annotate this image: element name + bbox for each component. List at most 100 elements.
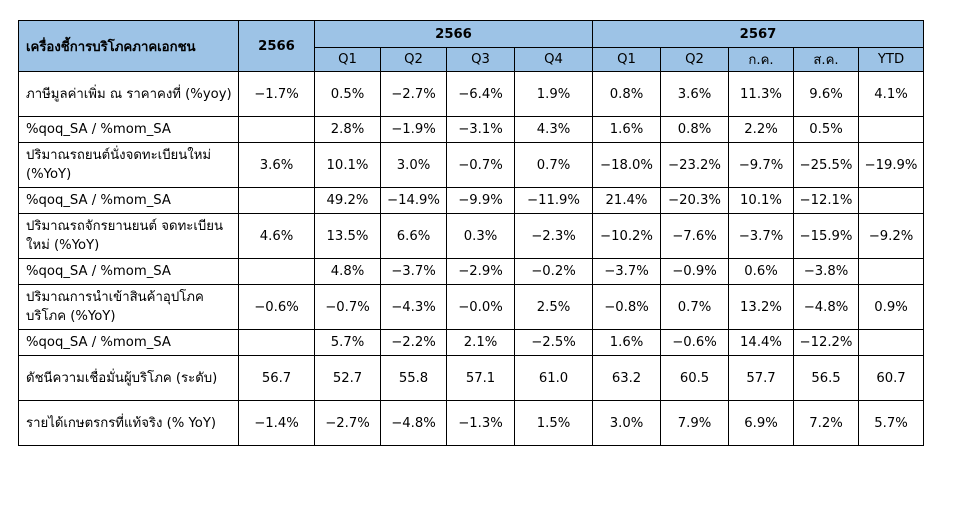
table-cell: 1.6%: [592, 329, 661, 356]
table-cell: −2.3%: [514, 213, 593, 259]
table-cell: −3.7%: [728, 213, 794, 259]
table-cell: −18.0%: [592, 142, 661, 188]
table-cell: 7.2%: [793, 400, 859, 446]
table-cell: 60.7: [858, 355, 924, 401]
table-cell: −2.5%: [514, 329, 593, 356]
table-cell: −2.9%: [446, 258, 515, 285]
header-2567-aug: ส.ค.: [793, 47, 859, 72]
table-cell: −7.6%: [660, 213, 729, 259]
header-2567-ytd: YTD: [858, 47, 924, 72]
table-row: รายได้เกษตรกรที่แท้จริง (% YoY) −1.4% −2.7…: [18, 400, 924, 446]
row-label: %qoq_SA / %mom_SA: [18, 116, 239, 143]
table-cell: 1.5%: [514, 400, 593, 446]
table-cell: 55.8: [380, 355, 447, 401]
table-cell: 7.9%: [660, 400, 729, 446]
table-cell: 3.6%: [238, 142, 315, 188]
table-cell: 4.3%: [514, 116, 593, 143]
table-cell: −0.9%: [660, 258, 729, 285]
row-label: ดัชนีความเชื่อมั่นผู้บริโภค (ระดับ): [18, 355, 239, 401]
table-cell: 10.1%: [728, 187, 794, 214]
table-cell: −19.9%: [858, 142, 924, 188]
row-label: ปริมาณรถจักรยานยนต์ จดทะเบียนใหม่ (%YoY): [18, 213, 239, 259]
header-2567-q1: Q1: [592, 47, 661, 72]
table-cell: −20.3%: [660, 187, 729, 214]
table-cell: [858, 258, 924, 285]
header-2566-q4: Q4: [514, 47, 593, 72]
table-cell: −10.2%: [592, 213, 661, 259]
table-cell: 52.7: [314, 355, 381, 401]
table-cell: −1.4%: [238, 400, 315, 446]
header-title: เครื่องชี้การบริโภคภาคเอกชน: [18, 20, 239, 72]
table-cell: 6.9%: [728, 400, 794, 446]
table-cell: [238, 116, 315, 143]
table-cell: −14.9%: [380, 187, 447, 214]
table-cell: −3.7%: [592, 258, 661, 285]
table-cell: 0.7%: [660, 284, 729, 330]
table-cell: −23.2%: [660, 142, 729, 188]
table-cell: −2.7%: [314, 400, 381, 446]
table-cell: 2.2%: [728, 116, 794, 143]
row-label: ปริมาณรถยนต์นั่งจดทะเบียนใหม่ (%YoY): [18, 142, 239, 188]
table-cell: −4.3%: [380, 284, 447, 330]
table-cell: −9.9%: [446, 187, 515, 214]
table-cell: 0.7%: [514, 142, 593, 188]
table-cell: 61.0: [514, 355, 593, 401]
table-cell: 0.8%: [592, 71, 661, 117]
row-label: %qoq_SA / %mom_SA: [18, 258, 239, 285]
consumption-indicators-table: เครื่องชี้การบริโภคภาคเอกชน 2566 2566 25…: [18, 20, 924, 446]
header-2566-q3: Q3: [446, 47, 515, 72]
table-cell: 5.7%: [314, 329, 381, 356]
table-row: ปริมาณการนำเข้าสินค้าอุปโภค บริโภค (%YoY…: [18, 284, 924, 330]
table-cell: 60.5: [660, 355, 729, 401]
header-2567-q2: Q2: [660, 47, 729, 72]
table-row: %qoq_SA / %mom_SA 49.2% −14.9% −9.9% −11.9% 2…: [18, 187, 924, 214]
table-cell: 10.1%: [314, 142, 381, 188]
row-label: ปริมาณการนำเข้าสินค้าอุปโภค บริโภค (%YoY…: [18, 284, 239, 330]
table-cell: 56.5: [793, 355, 859, 401]
table-cell: −15.9%: [793, 213, 859, 259]
table-cell: 0.9%: [858, 284, 924, 330]
table-cell: 56.7: [238, 355, 315, 401]
table-cell: 0.8%: [660, 116, 729, 143]
header-year-2566-group: 2566: [314, 20, 593, 48]
table-cell: [238, 329, 315, 356]
table-cell: [238, 258, 315, 285]
table-cell: 1.9%: [514, 71, 593, 117]
table-cell: −0.2%: [514, 258, 593, 285]
table-cell: −25.5%: [793, 142, 859, 188]
header-row-periods: Q1 Q2 Q3 Q4 Q1 Q2 ก.ค. ส.ค. YTD: [19, 47, 924, 72]
table-row: %qoq_SA / %mom_SA 5.7% −2.2% 2.1% −2.5% 1.6% −…: [18, 329, 924, 356]
table-row: ปริมาณรถยนต์นั่งจดทะเบียนใหม่ (%YoY) 3.6%…: [18, 142, 924, 188]
table-cell: −2.2%: [380, 329, 447, 356]
row-label: %qoq_SA / %mom_SA: [18, 187, 239, 214]
table-cell: −2.7%: [380, 71, 447, 117]
table-cell: −9.2%: [858, 213, 924, 259]
table-cell: −4.8%: [380, 400, 447, 446]
table-cell: −6.4%: [446, 71, 515, 117]
header-2567-jul: ก.ค.: [728, 47, 794, 72]
row-label: ภาษีมูลค่าเพิ่ม ณ ราคาคงที่ (%yoy): [18, 71, 239, 117]
header-2566-q2: Q2: [380, 47, 447, 72]
table-cell: −1.9%: [380, 116, 447, 143]
table-cell: 0.5%: [793, 116, 859, 143]
table-cell: [858, 116, 924, 143]
header-row-years: เครื่องชี้การบริโภคภาคเอกชน 2566 2566 25…: [18, 20, 924, 72]
table-cell: −4.8%: [793, 284, 859, 330]
row-label: %qoq_SA / %mom_SA: [18, 329, 239, 356]
table-cell: 5.7%: [858, 400, 924, 446]
table-cell: 2.8%: [314, 116, 381, 143]
table-cell: 2.1%: [446, 329, 515, 356]
table-cell: 13.2%: [728, 284, 794, 330]
table-cell: [238, 187, 315, 214]
table-cell: 4.8%: [314, 258, 381, 285]
table-cell: −11.9%: [514, 187, 593, 214]
table-row: %qoq_SA / %mom_SA 4.8% −3.7% −2.9% −0.2% −3.7…: [18, 258, 924, 285]
table-row: %qoq_SA / %mom_SA 2.8% −1.9% −3.1% 4.3% 1.6% 0…: [18, 116, 924, 143]
table-row: ปริมาณรถจักรยานยนต์ จดทะเบียนใหม่ (%YoY)…: [18, 213, 924, 259]
table-cell: 4.1%: [858, 71, 924, 117]
table-cell: −3.7%: [380, 258, 447, 285]
table-cell: 0.3%: [446, 213, 515, 259]
table-cell: 57.1: [446, 355, 515, 401]
table-cell: −9.7%: [728, 142, 794, 188]
table-cell: 14.4%: [728, 329, 794, 356]
